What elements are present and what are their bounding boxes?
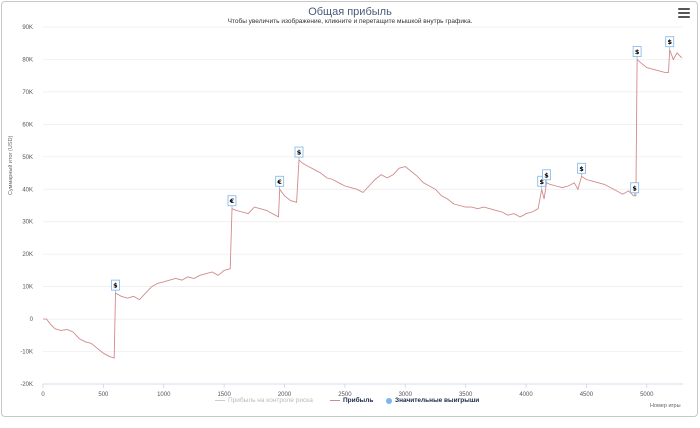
big-win-label: $ bbox=[113, 282, 118, 290]
y-tick-label: 80K bbox=[22, 57, 33, 63]
big-win-box bbox=[537, 175, 547, 187]
legend-item-profit[interactable]: Прибыль bbox=[330, 397, 373, 404]
big-win-box bbox=[294, 146, 304, 158]
y-tick-label: -20K bbox=[20, 382, 33, 388]
x-tick-label: 3000 bbox=[399, 392, 413, 398]
big-win-box bbox=[577, 162, 586, 174]
x-tick-label: 500 bbox=[98, 392, 109, 398]
big-win-marker[interactable]: $ bbox=[632, 46, 642, 60]
big-win-label: $ bbox=[539, 178, 544, 186]
big-win-box bbox=[665, 36, 675, 48]
big-win-marker[interactable]: € bbox=[227, 195, 237, 209]
big-win-label: $ bbox=[632, 184, 637, 192]
series-line-profit bbox=[43, 49, 683, 359]
big-win-box bbox=[227, 195, 237, 207]
big-win-marker[interactable]: $ bbox=[111, 279, 120, 294]
big-win-label: $ bbox=[297, 149, 302, 157]
big-win-box bbox=[630, 182, 640, 194]
big-win-label: $ bbox=[544, 171, 549, 179]
legend-label: Прибыль на контроле риска bbox=[228, 397, 313, 404]
legend-item-big-wins[interactable]: Значительные выигрыши bbox=[386, 397, 479, 404]
legend-line-icon bbox=[330, 400, 340, 401]
legend-item-risk[interactable]: Прибыль на контроле риска bbox=[215, 397, 313, 404]
big-win-label: $ bbox=[635, 48, 640, 56]
legend: Прибыль на контроле риска Прибыль Значит… bbox=[0, 397, 700, 409]
x-tick-label: 0 bbox=[41, 392, 45, 398]
big-win-marker[interactable]: € bbox=[275, 175, 285, 190]
x-axis-label: Номер игры bbox=[650, 403, 681, 409]
x-tick-label: 4500 bbox=[580, 392, 594, 398]
big-win-marker[interactable]: $ bbox=[577, 162, 586, 177]
chart-title: Общая прибыль bbox=[308, 6, 392, 18]
big-win-box bbox=[632, 46, 642, 57]
chart-subtitle: Чтобы увеличить изображение, кликните и … bbox=[227, 18, 473, 25]
big-win-marker[interactable]: $ bbox=[294, 146, 304, 161]
legend-label: Прибыль bbox=[343, 397, 374, 404]
x-tick-label: 1000 bbox=[157, 392, 171, 398]
big-win-box bbox=[275, 175, 285, 187]
y-tick-label: 20K bbox=[22, 252, 33, 258]
big-win-marker[interactable]: $ bbox=[542, 169, 551, 183]
x-tick-label: 3500 bbox=[459, 392, 473, 398]
y-tick-label: 0 bbox=[30, 317, 34, 323]
big-win-box bbox=[542, 169, 551, 181]
big-win-label: $ bbox=[667, 38, 672, 46]
chart-container bbox=[1, 1, 698, 417]
y-tick-label: 40K bbox=[22, 187, 33, 193]
hamburger-menu-icon[interactable] bbox=[678, 8, 690, 20]
legend-line-icon bbox=[215, 400, 225, 401]
page-bottom-strip bbox=[0, 418, 700, 428]
big-win-label: € bbox=[229, 197, 235, 205]
big-win-box bbox=[111, 279, 120, 291]
x-tick-label: 2500 bbox=[338, 392, 352, 398]
x-tick-label: 1500 bbox=[217, 392, 231, 398]
big-win-marker[interactable]: $ bbox=[665, 36, 675, 50]
big-win-label: $ bbox=[579, 165, 584, 173]
legend-dot-icon bbox=[386, 397, 392, 404]
y-tick-label: -10K bbox=[20, 350, 33, 356]
big-win-marker[interactable]: $ bbox=[630, 182, 640, 196]
y-tick-label: 10K bbox=[22, 285, 33, 291]
x-tick-label: 4000 bbox=[519, 392, 533, 398]
legend-label: Значительные выигрыши bbox=[395, 397, 480, 404]
y-tick-label: 30K bbox=[22, 220, 33, 226]
y-tick-label: 90K bbox=[22, 25, 33, 31]
x-tick-label: 2000 bbox=[278, 392, 292, 398]
y-axis-label: Суммарный итог (USD) bbox=[8, 135, 14, 195]
big-win-label: € bbox=[276, 178, 282, 186]
y-tick-label: 60K bbox=[22, 122, 33, 128]
y-tick-label: 50K bbox=[22, 155, 33, 161]
x-tick-label: 5000 bbox=[640, 392, 654, 398]
y-tick-label: 70K bbox=[22, 90, 33, 96]
big-win-marker[interactable]: $ bbox=[537, 175, 547, 190]
